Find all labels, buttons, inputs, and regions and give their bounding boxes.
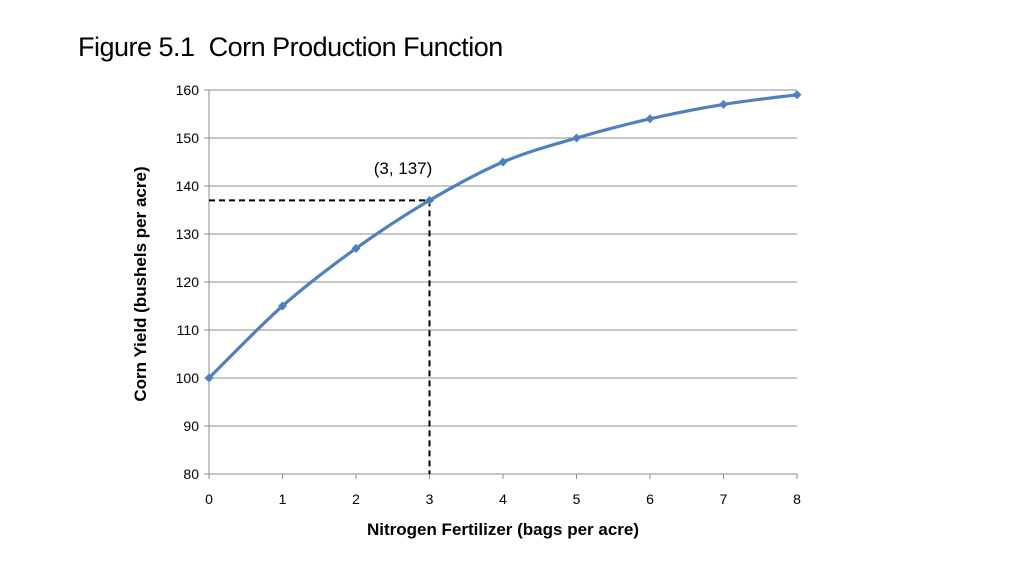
x-tick-label: 3 (426, 491, 434, 507)
data-point-marker (425, 195, 434, 205)
data-point-marker (204, 373, 214, 383)
y-tick-label: 90 (183, 418, 199, 434)
data-point-marker (719, 99, 728, 109)
y-tick-label: 80 (183, 466, 199, 482)
data-point-marker (351, 243, 361, 253)
x-axis-title: Nitrogen Fertilizer (bags per acre) (367, 520, 639, 539)
series-line (207, 93, 798, 380)
y-tick-label: 150 (176, 130, 200, 146)
y-tick-label: 120 (176, 274, 200, 290)
x-tick-label: 4 (499, 491, 507, 507)
x-tick-label: 8 (793, 491, 801, 507)
x-tick-label: 2 (352, 491, 360, 507)
annotation-guides (209, 199, 431, 474)
series-layer (204, 90, 802, 383)
x-tick-label: 0 (205, 491, 213, 507)
axes (208, 90, 798, 479)
y-tick-label: 110 (177, 322, 200, 338)
data-point-marker (792, 90, 802, 100)
data-point-marker (278, 301, 287, 311)
point-annotation-label: (3, 137) (374, 159, 433, 178)
y-tick-label: 100 (176, 370, 200, 386)
tick-labels: 80 90 100 110 120 130 140 150 160 0 1 2 3 4 5 6 7 8 (176, 82, 801, 507)
x-tick-label: 5 (573, 491, 581, 507)
gridlines (204, 89, 797, 475)
y-tick-label: 160 (176, 82, 200, 98)
data-point-marker (498, 157, 508, 167)
x-tick-label: 7 (720, 491, 728, 507)
y-tick-label: 140 (176, 178, 200, 194)
page-title: Figure 5.1 Corn Production Function (78, 32, 503, 62)
data-point-marker (572, 133, 581, 143)
x-tick-label: 1 (279, 491, 287, 507)
y-axis-title: Corn Yield (bushels per acre) (131, 166, 150, 401)
y-tick-label: 130 (176, 226, 200, 242)
x-tick-label: 6 (646, 491, 654, 507)
data-point-marker (645, 114, 655, 124)
